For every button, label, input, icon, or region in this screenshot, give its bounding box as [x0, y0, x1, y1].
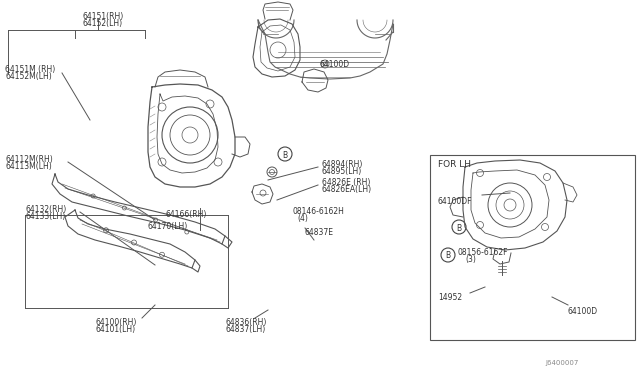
Text: 14952: 14952: [438, 293, 462, 302]
Text: B: B: [282, 151, 287, 160]
Text: (3): (3): [465, 255, 476, 264]
Text: 08156-6162F: 08156-6162F: [458, 248, 509, 257]
Text: 64166(RH): 64166(RH): [165, 210, 206, 219]
Text: 64826E (RH): 64826E (RH): [322, 178, 371, 187]
Text: 64100DF: 64100DF: [438, 197, 472, 206]
Text: 64836(RH): 64836(RH): [225, 318, 266, 327]
Text: 64837(LH): 64837(LH): [225, 325, 265, 334]
Bar: [430, 155, 635, 340]
Text: 64826EA(LH): 64826EA(LH): [322, 185, 372, 194]
Text: 64894(RH): 64894(RH): [322, 160, 364, 169]
Text: 64152M(LH): 64152M(LH): [5, 72, 52, 81]
Text: J6400007: J6400007: [545, 360, 579, 366]
Text: 64101(LH): 64101(LH): [95, 325, 135, 334]
Text: 64170(LH): 64170(LH): [148, 222, 188, 231]
Text: 64133(LH): 64133(LH): [25, 212, 65, 221]
Text: 64895(LH): 64895(LH): [322, 167, 362, 176]
Text: 64100D: 64100D: [568, 307, 598, 316]
Text: 64152(LH): 64152(LH): [82, 19, 122, 28]
Text: (4): (4): [297, 214, 308, 223]
Text: FOR LH: FOR LH: [438, 160, 471, 169]
Text: 64151(RH): 64151(RH): [82, 12, 124, 21]
Text: B: B: [445, 251, 450, 260]
Text: 64151M (RH): 64151M (RH): [5, 65, 55, 74]
Text: B: B: [456, 224, 461, 232]
Text: 64132(RH): 64132(RH): [25, 205, 67, 214]
Text: 64112M(RH): 64112M(RH): [5, 155, 52, 164]
Text: 64113M(LH): 64113M(LH): [5, 162, 52, 171]
Text: 64100D: 64100D: [320, 60, 350, 69]
Text: 64100(RH): 64100(RH): [95, 318, 136, 327]
Text: 08146-6162H: 08146-6162H: [293, 207, 345, 216]
Text: 64837E: 64837E: [305, 228, 334, 237]
